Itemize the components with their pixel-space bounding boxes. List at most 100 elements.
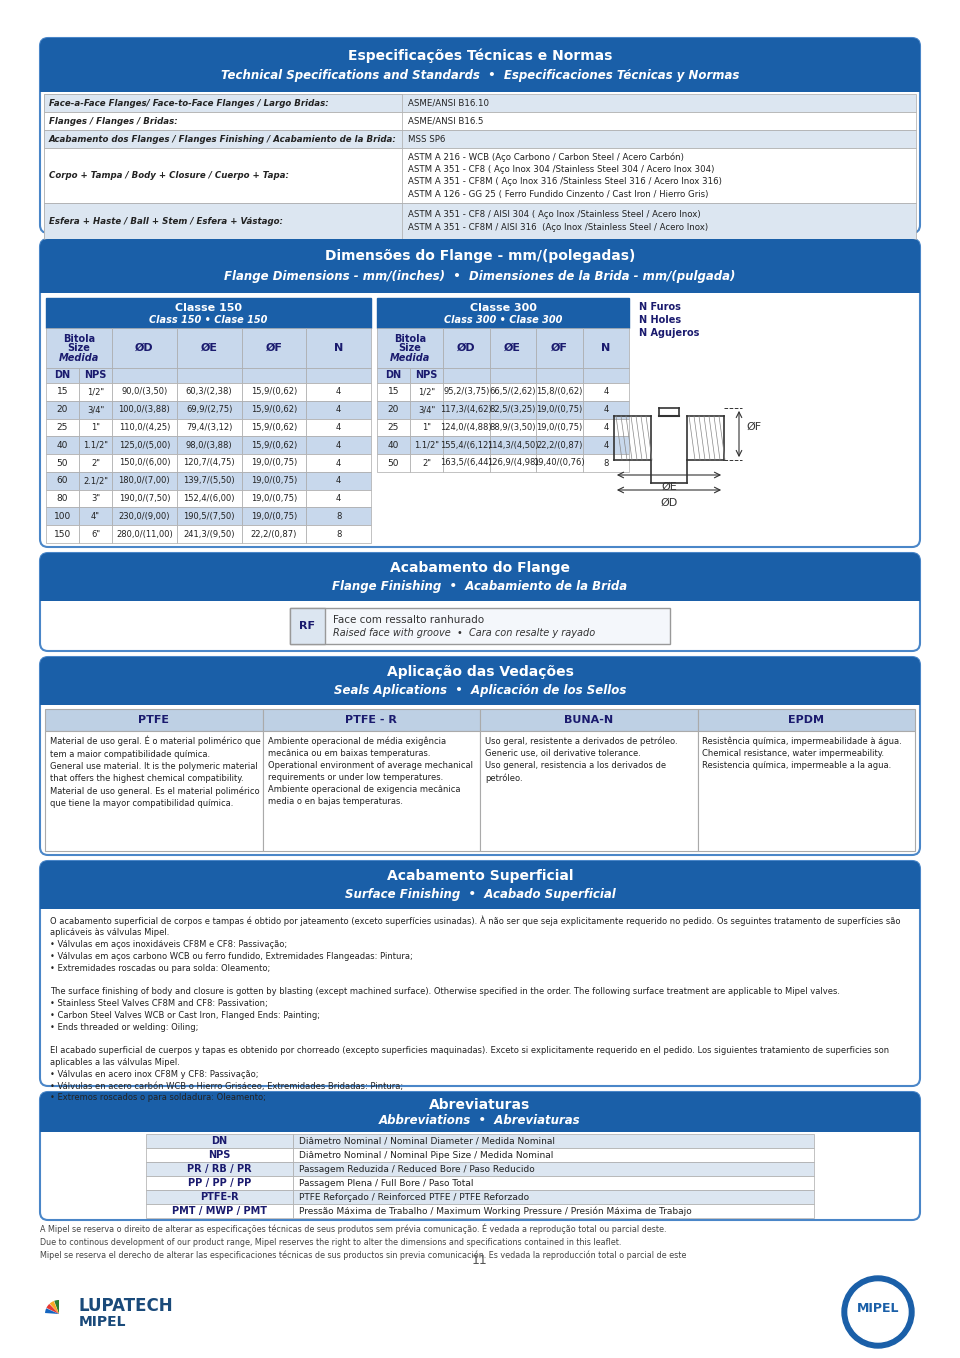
FancyBboxPatch shape: [40, 239, 920, 293]
Text: PTFE Reforçado / Reinforced PTFE / PTFE Reforzado: PTFE Reforçado / Reinforced PTFE / PTFE …: [299, 1192, 529, 1202]
Text: Aplicação das Vedações: Aplicação das Vedações: [387, 665, 573, 679]
Bar: [242, 508, 306, 526]
Text: ØD: ØD: [660, 498, 678, 508]
FancyBboxPatch shape: [40, 38, 920, 92]
Text: LUPATECH: LUPATECH: [79, 1297, 174, 1315]
Text: 3/4": 3/4": [86, 405, 104, 414]
Bar: [293, 1190, 814, 1205]
Bar: [146, 1190, 293, 1205]
Bar: [79, 508, 112, 526]
Text: 110,0/(4,25): 110,0/(4,25): [119, 422, 170, 432]
Bar: [443, 383, 490, 401]
Bar: [40, 884, 920, 909]
Text: Passagem Plena / Full Bore / Paso Total: Passagem Plena / Full Bore / Paso Total: [299, 1179, 473, 1187]
Bar: [583, 383, 629, 401]
Bar: [112, 436, 177, 454]
FancyBboxPatch shape: [40, 1092, 920, 1133]
Bar: [146, 1162, 293, 1176]
Text: NPS: NPS: [416, 371, 438, 380]
Bar: [46, 471, 79, 490]
Bar: [583, 368, 629, 383]
Text: O acabamento superficial de corpos e tampas é obtido por jateamento (exceto supe: O acabamento superficial de corpos e tam…: [50, 915, 900, 1103]
Wedge shape: [46, 1304, 59, 1315]
Text: 82,5/(3,25): 82,5/(3,25): [490, 405, 536, 414]
Text: ASME/ANSI B16.10: ASME/ANSI B16.10: [407, 99, 489, 107]
Text: Size: Size: [67, 344, 90, 353]
Bar: [490, 368, 536, 383]
Bar: [46, 329, 112, 368]
FancyBboxPatch shape: [40, 553, 920, 650]
Text: N Holes: N Holes: [639, 315, 682, 325]
Bar: [44, 202, 401, 239]
Text: 139,7/(5,50): 139,7/(5,50): [183, 477, 235, 485]
Text: DN: DN: [211, 1137, 228, 1146]
Bar: [44, 111, 916, 130]
Text: Class 300 • Clase 300: Class 300 • Clase 300: [444, 315, 563, 325]
Bar: [177, 436, 242, 454]
Text: N Furos: N Furos: [639, 301, 681, 312]
Bar: [242, 383, 306, 401]
Text: DN: DN: [385, 371, 401, 380]
Text: PTFE-R: PTFE-R: [200, 1192, 238, 1202]
Bar: [410, 436, 443, 454]
Bar: [290, 608, 670, 644]
Text: ØD: ØD: [457, 344, 475, 353]
Bar: [44, 202, 916, 239]
Bar: [410, 454, 443, 471]
Bar: [46, 383, 79, 401]
Text: PP / PP / PP: PP / PP / PP: [187, 1177, 251, 1188]
Bar: [377, 329, 443, 368]
Circle shape: [848, 1282, 908, 1342]
Text: 4: 4: [603, 441, 609, 449]
Text: 6": 6": [91, 530, 100, 539]
Text: RF: RF: [300, 621, 316, 631]
Bar: [112, 471, 177, 490]
Bar: [112, 368, 177, 383]
Bar: [410, 368, 443, 383]
Bar: [536, 436, 583, 454]
Text: Abreviaturas: Abreviaturas: [429, 1097, 531, 1112]
Text: 3": 3": [91, 494, 100, 502]
Text: NPS: NPS: [84, 371, 107, 380]
Text: Resistência química, impermeabilidade à água.
Chemical resistance, water imperme: Resistência química, impermeabilidade à …: [703, 736, 902, 770]
Text: 66,5/(2,62): 66,5/(2,62): [490, 387, 536, 397]
Bar: [79, 436, 112, 454]
Text: EPDM: EPDM: [788, 716, 825, 725]
Text: 25: 25: [388, 422, 399, 432]
Bar: [242, 418, 306, 436]
Bar: [79, 401, 112, 418]
Text: Bitola: Bitola: [63, 334, 95, 344]
Text: 20: 20: [388, 405, 399, 414]
Bar: [40, 1111, 920, 1133]
Bar: [536, 329, 583, 368]
Bar: [45, 731, 262, 851]
Text: Technical Specifications and Standards  •  Especificaciones Técnicas y Normas: Technical Specifications and Standards •…: [221, 69, 739, 83]
Text: 15,9/(0,62): 15,9/(0,62): [251, 441, 297, 449]
Bar: [377, 401, 410, 418]
Bar: [490, 454, 536, 471]
Text: 190,0/(7,50): 190,0/(7,50): [119, 494, 170, 502]
Bar: [306, 471, 371, 490]
Bar: [377, 454, 410, 471]
Text: A Mipel se reserva o direito de alterar as especificações técnicas de seus produ: A Mipel se reserva o direito de alterar …: [40, 1224, 686, 1260]
Text: 15,9/(0,62): 15,9/(0,62): [251, 387, 297, 397]
Text: 15: 15: [57, 387, 68, 397]
Text: 126,9/(4,98): 126,9/(4,98): [487, 459, 539, 467]
Text: Acabamento do Flange: Acabamento do Flange: [390, 561, 570, 576]
Text: 4: 4: [336, 387, 341, 397]
Text: Abbreviations  •  Abreviaturas: Abbreviations • Abreviaturas: [379, 1114, 581, 1127]
Text: 19,0/(0,75): 19,0/(0,75): [536, 422, 583, 432]
Bar: [377, 418, 410, 436]
Text: 15,9/(0,62): 15,9/(0,62): [251, 422, 297, 432]
Text: Diâmetro Nominal / Nominal Pipe Size / Medida Nominal: Diâmetro Nominal / Nominal Pipe Size / M…: [299, 1150, 553, 1160]
Bar: [46, 526, 79, 543]
Text: 4: 4: [603, 422, 609, 432]
Text: 80: 80: [57, 494, 68, 502]
Text: Ambiente operacional de média exigência
mecânica ou em baixas temperaturas.
Oper: Ambiente operacional de média exigência …: [268, 736, 472, 807]
Text: 280,0/(11,00): 280,0/(11,00): [116, 530, 173, 539]
Text: ØE: ØE: [504, 344, 521, 353]
Text: 4: 4: [603, 405, 609, 414]
Bar: [443, 401, 490, 418]
Bar: [377, 383, 410, 401]
Text: 120,7/(4,75): 120,7/(4,75): [183, 459, 235, 467]
